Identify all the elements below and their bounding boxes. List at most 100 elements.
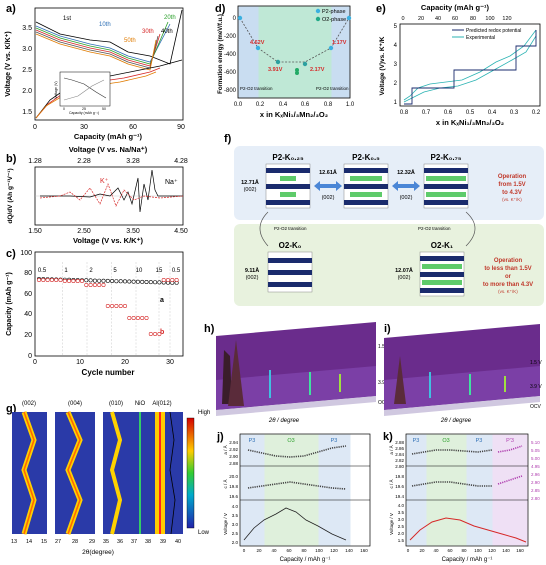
- panel-e: e) Capacity (mAh g⁻¹) 0 20 40 60 80 100 …: [376, 3, 541, 127]
- e-top-xtick: 20: [418, 16, 424, 22]
- d-ytick: -200: [224, 34, 237, 40]
- series-b-point: [67, 278, 72, 283]
- d-xtick: 1.0: [346, 102, 355, 108]
- k-phase: P3: [476, 438, 483, 444]
- k-layer: [350, 176, 382, 181]
- voltage-profile-curve: [35, 33, 157, 71]
- layer: [424, 168, 468, 173]
- d-voltage: 2.17V: [310, 67, 325, 73]
- e-exp-discharge: [403, 35, 537, 103]
- cycle-label-40th: 40th: [161, 29, 173, 35]
- k-layer: [426, 192, 466, 197]
- structure-p2-025: [265, 163, 311, 209]
- panel-c-marks: [36, 262, 179, 356]
- series-a-point: [148, 280, 153, 285]
- panel-c-label: c): [6, 248, 16, 260]
- j-xtick: 80: [301, 548, 307, 553]
- f-d: 12.07Å: [395, 267, 413, 274]
- layer: [344, 168, 388, 173]
- a-xlabel: Capacity (mAh g⁻¹): [74, 132, 143, 141]
- d-ylabel: Formation energy (meV/f.u.): [218, 14, 224, 94]
- k-xtick: 60: [447, 548, 453, 553]
- f-d: 12.32Å: [397, 169, 415, 176]
- d-point: [295, 71, 299, 75]
- layer: [420, 288, 464, 293]
- f-hkl: (002): [244, 187, 257, 193]
- f-title: O2-K₁: [431, 241, 454, 250]
- series-b-point: [101, 282, 106, 287]
- b-k-curve: [39, 183, 184, 207]
- h-level: OCV: [378, 400, 390, 406]
- f-op2: to more than 4.3V: [483, 282, 533, 288]
- cycle-label-1st: 1st: [63, 16, 71, 22]
- transition-arrow-right: [465, 211, 476, 247]
- j-v-tick: 2.5: [232, 531, 239, 536]
- panel-h-label: h): [204, 323, 215, 335]
- series-a-point: [131, 279, 136, 284]
- series-a-point: [118, 279, 123, 284]
- j-ylabel: c / Å: [222, 479, 228, 488]
- j-xtick: 140: [345, 548, 353, 553]
- j-xtick: 20: [256, 548, 262, 553]
- d-legend-marker-p2: [315, 8, 321, 14]
- double-arrow: [392, 181, 420, 191]
- layer: [420, 256, 464, 261]
- d-transition-left: P2-O2 transition: [240, 86, 273, 91]
- layer: [420, 272, 464, 277]
- j-voltage-curve: [243, 507, 347, 541]
- d-voltage: 4.62V: [250, 40, 265, 46]
- d-point: [302, 61, 308, 67]
- panel-h: h) 1.5 V 3.9 V OCV 2θ / degree: [204, 322, 390, 424]
- g-hkl: NiO: [135, 401, 146, 407]
- b-top-xtick: 3.28: [126, 158, 140, 165]
- j-c-tick: 20.0: [229, 474, 238, 479]
- a-ytick: 1.5: [22, 109, 32, 116]
- voltage-profile-curve: [35, 21, 169, 65]
- series-b-point: [157, 331, 162, 336]
- b-top-xlabel: Voltage (V vs. Na/Na⁺): [69, 145, 148, 154]
- panel-c: c) 0.5 1 2 5 10 15 0.5 a b 0 10 20 30 0 …: [6, 248, 184, 377]
- i-peak: [394, 356, 406, 404]
- heatmap-004-core: [67, 411, 81, 535]
- f-op1: Operation: [498, 174, 527, 180]
- c-xtick: 10: [76, 359, 84, 366]
- g-xlabel: 2θ(degree): [82, 549, 114, 556]
- f-transition-right: P2-O2 transition: [418, 226, 451, 231]
- g-hkl: (004): [68, 401, 82, 407]
- panel-b-label: b): [6, 153, 17, 165]
- h-xlabel: 2θ / degree: [268, 418, 300, 424]
- k-right-tick: 5.10: [531, 440, 540, 445]
- structure-p2-075: [423, 163, 469, 209]
- d-transition-right: P2-O2 transition: [316, 86, 349, 91]
- f-op1: to 4.3V: [502, 190, 522, 196]
- e-ylabel: Voltage (V)vs. K⁺/K: [379, 36, 386, 95]
- k-ylabel: Voltage / V: [389, 513, 394, 535]
- panel-a-label: a): [6, 3, 16, 15]
- voltage-overlay: [169, 411, 176, 535]
- series-b-point: [80, 278, 85, 283]
- g-hkl: Al(012): [152, 401, 171, 407]
- k-layer: [422, 264, 462, 269]
- series-b-point: [58, 277, 63, 282]
- series-b-point: [127, 315, 132, 320]
- k-ylabel: a / Å: [388, 445, 394, 454]
- series-a-point: [110, 278, 115, 283]
- panel-k-label: k): [383, 431, 393, 443]
- i-level: 3.9 V: [530, 384, 542, 390]
- j-ylabel: Voltage / V: [223, 513, 228, 535]
- inset-xlabel: Capacity (mAh g⁻¹): [69, 111, 99, 115]
- panel-c-frame: [34, 251, 184, 357]
- e-ytick: 1: [394, 100, 398, 106]
- e-ytick: 5: [394, 24, 398, 30]
- panel-f-label: f): [224, 133, 232, 145]
- f-hkl: (002): [322, 195, 335, 201]
- e-top-xtick: 60: [452, 16, 458, 22]
- k-a-tick: 2.86: [395, 446, 404, 451]
- b-legend-na: Na⁺: [165, 179, 178, 186]
- e-top-xtick: 0: [401, 16, 404, 22]
- e-top-xlabel: Capacity (mAh g⁻¹): [421, 3, 490, 12]
- series-b-point: [88, 282, 93, 287]
- series-b-point: [140, 315, 145, 320]
- j-xtick: 60: [286, 548, 292, 553]
